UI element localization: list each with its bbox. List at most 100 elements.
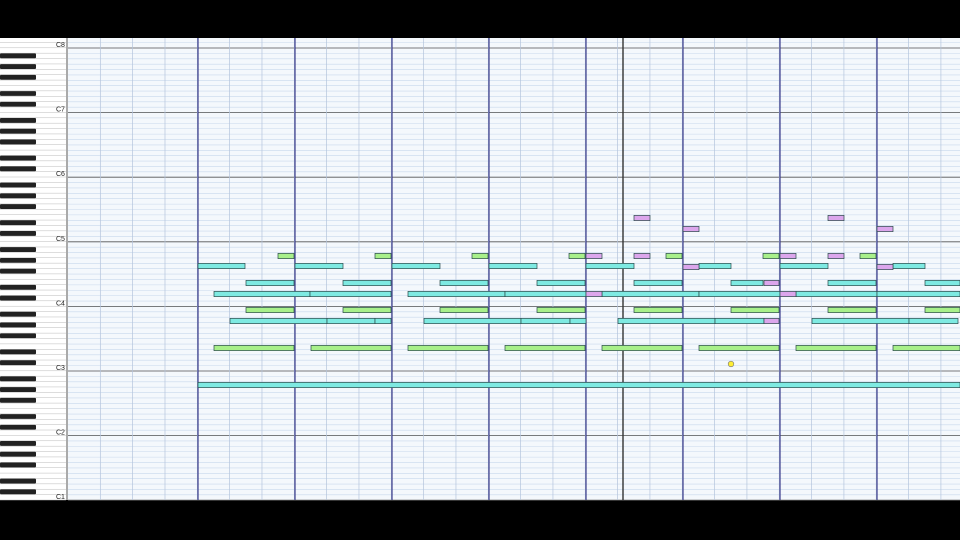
- note[interactable]: [876, 264, 894, 270]
- note[interactable]: [326, 318, 376, 324]
- note[interactable]: [779, 291, 797, 297]
- note[interactable]: [294, 263, 344, 269]
- note[interactable]: [763, 280, 780, 286]
- note[interactable]: [730, 280, 764, 286]
- black-key[interactable]: [0, 322, 36, 328]
- note[interactable]: [924, 307, 960, 313]
- note[interactable]: [504, 345, 586, 351]
- black-key[interactable]: [0, 333, 36, 339]
- note[interactable]: [585, 253, 603, 259]
- note[interactable]: [569, 318, 587, 324]
- black-key[interactable]: [0, 74, 36, 80]
- note[interactable]: [682, 226, 700, 232]
- note[interactable]: [633, 280, 683, 286]
- black-key[interactable]: [0, 247, 36, 253]
- note[interactable]: [633, 307, 683, 313]
- note[interactable]: [197, 263, 246, 269]
- note[interactable]: [908, 318, 959, 324]
- note[interactable]: [698, 345, 780, 351]
- note[interactable]: [779, 263, 829, 269]
- black-key[interactable]: [0, 91, 36, 96]
- black-key[interactable]: [0, 257, 36, 263]
- note[interactable]: [795, 291, 878, 297]
- note[interactable]: [197, 382, 960, 388]
- note[interactable]: [730, 307, 780, 313]
- note[interactable]: [407, 345, 489, 351]
- note[interactable]: [439, 280, 489, 286]
- note[interactable]: [859, 253, 877, 259]
- note[interactable]: [342, 280, 392, 286]
- note[interactable]: [827, 253, 845, 259]
- black-key[interactable]: [0, 53, 36, 59]
- black-key[interactable]: [0, 182, 36, 188]
- note[interactable]: [779, 253, 797, 259]
- note[interactable]: [763, 318, 780, 324]
- black-key[interactable]: [0, 311, 36, 317]
- note[interactable]: [665, 253, 683, 259]
- note[interactable]: [342, 307, 392, 313]
- note[interactable]: [714, 318, 765, 324]
- black-key[interactable]: [0, 231, 36, 236]
- note[interactable]: [310, 345, 392, 351]
- note[interactable]: [439, 307, 489, 313]
- note[interactable]: [617, 318, 716, 324]
- note[interactable]: [585, 291, 603, 297]
- note[interactable]: [601, 291, 700, 297]
- black-key[interactable]: [0, 117, 36, 123]
- note[interactable]: [277, 253, 295, 259]
- note[interactable]: [633, 215, 651, 221]
- note[interactable]: [374, 253, 392, 259]
- note[interactable]: [762, 253, 780, 259]
- black-key[interactable]: [0, 376, 36, 382]
- note[interactable]: [924, 280, 960, 286]
- note[interactable]: [585, 263, 635, 269]
- note[interactable]: [229, 318, 328, 324]
- note[interactable]: [698, 263, 732, 269]
- note[interactable]: [827, 307, 877, 313]
- note[interactable]: [633, 253, 651, 259]
- note[interactable]: [876, 226, 894, 232]
- black-key[interactable]: [0, 193, 36, 199]
- black-key[interactable]: [0, 64, 36, 69]
- note[interactable]: [811, 318, 910, 324]
- note[interactable]: [213, 345, 295, 351]
- black-key[interactable]: [0, 155, 36, 161]
- note[interactable]: [488, 263, 538, 269]
- note[interactable]: [568, 253, 586, 259]
- note[interactable]: [245, 307, 295, 313]
- note[interactable]: [892, 345, 960, 351]
- black-key[interactable]: [0, 451, 36, 457]
- note[interactable]: [536, 307, 586, 313]
- black-key[interactable]: [0, 462, 36, 468]
- note[interactable]: [698, 291, 781, 297]
- note[interactable]: [407, 291, 506, 297]
- black-key[interactable]: [0, 166, 36, 172]
- black-key[interactable]: [0, 101, 36, 107]
- black-key[interactable]: [0, 387, 36, 392]
- note[interactable]: [520, 318, 571, 324]
- note[interactable]: [471, 253, 489, 259]
- note[interactable]: [892, 263, 926, 269]
- black-key[interactable]: [0, 478, 36, 484]
- note[interactable]: [245, 280, 295, 286]
- black-key[interactable]: [0, 220, 36, 226]
- note[interactable]: [309, 291, 392, 297]
- black-key[interactable]: [0, 424, 36, 430]
- note[interactable]: [827, 215, 845, 221]
- black-key[interactable]: [0, 349, 36, 355]
- black-key[interactable]: [0, 397, 36, 403]
- black-key[interactable]: [0, 204, 36, 209]
- black-key[interactable]: [0, 268, 36, 274]
- note[interactable]: [504, 291, 587, 297]
- black-key[interactable]: [0, 295, 36, 301]
- note[interactable]: [795, 345, 877, 351]
- note[interactable]: [682, 264, 700, 270]
- black-key[interactable]: [0, 414, 36, 419]
- note[interactable]: [601, 345, 683, 351]
- note[interactable]: [423, 318, 522, 324]
- black-key[interactable]: [0, 128, 36, 134]
- black-key[interactable]: [0, 489, 36, 495]
- note[interactable]: [391, 263, 441, 269]
- note[interactable]: [213, 291, 311, 297]
- black-key[interactable]: [0, 139, 36, 145]
